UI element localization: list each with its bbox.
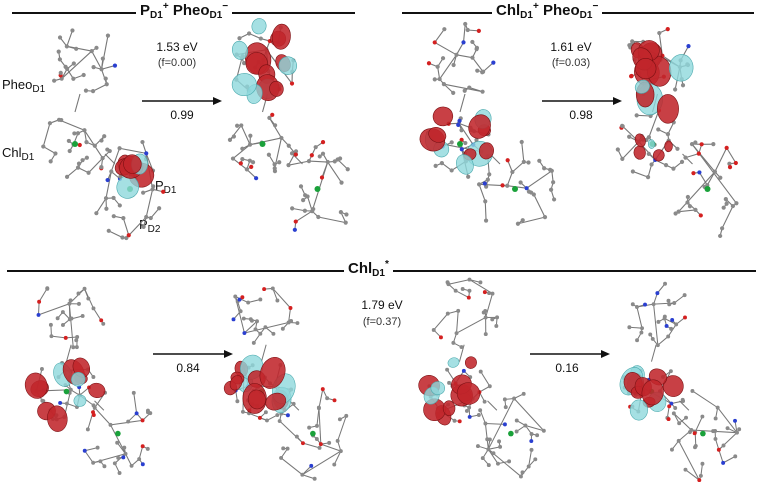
- orbital-lobes: [24, 357, 106, 432]
- orbital-plot-top-1: [41, 28, 166, 241]
- coef-top-left: 0.99: [170, 108, 194, 122]
- arrow-top-left: [142, 97, 222, 105]
- atoms: [34, 286, 153, 475]
- arrow-top-right: [542, 97, 622, 105]
- orbital-plot-top-2: [227, 18, 350, 232]
- atoms: [41, 28, 166, 241]
- osc-bottom: (f=0.37): [362, 316, 402, 328]
- orbital-lobes: [630, 40, 694, 162]
- orbital-lobes: [231, 18, 298, 104]
- energy-top-left: 1.53 eV: [156, 40, 198, 54]
- coef-bottom-right: 0.16: [555, 361, 579, 375]
- orbital-lobes: [418, 356, 481, 426]
- orbital-plot-top-4: [615, 27, 739, 239]
- orbital-lobes: [419, 106, 494, 175]
- header-title-chl-pheo: ChlD1+ PheoD1−: [492, 1, 603, 21]
- arrow-bottom-left: [153, 350, 233, 358]
- label-pheo-d1: PheoD1: [2, 77, 46, 95]
- header-bottom: ChlD1*: [0, 258, 765, 282]
- orbital-plot-bottom-2: [223, 286, 349, 481]
- header-top-right: ChlD1+ PheoD1−: [400, 0, 765, 24]
- header-title-chl-star: ChlD1*: [344, 259, 393, 279]
- header-top-left: PD1+ PheoD1−: [0, 0, 360, 24]
- bond-skeleton: [428, 279, 545, 477]
- orbital-lobes: [114, 153, 155, 199]
- bond-skeleton: [35, 287, 151, 474]
- osc-top-right: (f=0.03): [551, 57, 591, 69]
- coef-bottom-left: 0.84: [176, 361, 200, 375]
- energy-top-right: 1.61 eV: [550, 40, 592, 54]
- arrow-bottom-right: [530, 350, 610, 358]
- orbital-plot-top-3: [419, 21, 557, 226]
- header-title-pd1-pheo: PD1+ PheoD1−: [136, 1, 233, 21]
- bond-skeleton: [42, 30, 164, 239]
- label-p-d2: PD2: [139, 217, 161, 235]
- orbital-plot-bottom-3: [418, 277, 546, 479]
- orbital-plot-bottom-1: [24, 286, 153, 475]
- orbital-lobes: [619, 365, 684, 421]
- orbital-plot-bottom-4: [619, 281, 742, 483]
- osc-top-left: (f=0.00): [157, 57, 197, 69]
- orbital-lobes: [223, 354, 296, 414]
- label-p-d1: PD1: [155, 178, 177, 196]
- coef-top-right: 0.98: [569, 108, 593, 122]
- energy-bottom: 1.79 eV: [361, 298, 403, 312]
- label-chl-d1: ChlD1: [2, 145, 35, 163]
